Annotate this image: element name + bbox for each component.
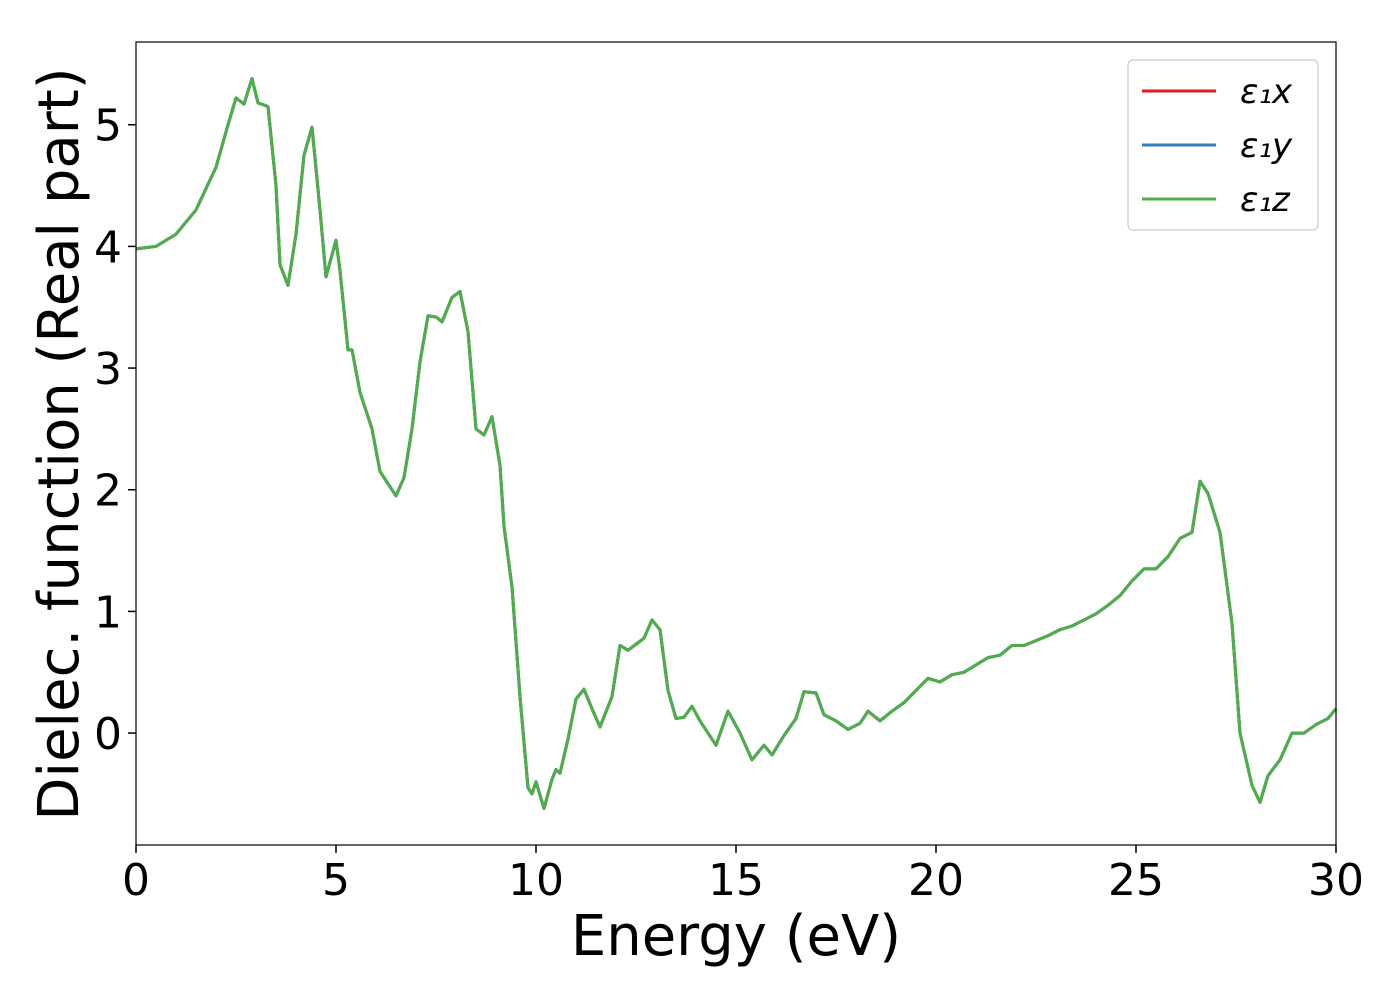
- legend-label: ε₁y: [1240, 126, 1293, 166]
- x-tick-label: 15: [708, 855, 764, 906]
- legend-label: ε₁z: [1240, 180, 1291, 220]
- x-tick-label: 25: [1108, 855, 1164, 906]
- legend-label: ε₁x: [1240, 72, 1293, 112]
- y-tick-label: 1: [94, 587, 122, 638]
- data-line: [135, 77, 1338, 810]
- x-tick-label: 5: [322, 855, 350, 906]
- x-tick-label: 0: [122, 855, 150, 906]
- legend-box: [1127, 59, 1319, 231]
- y-axis-label: Dielec. function (Real part): [27, 67, 92, 820]
- plot-frame: [135, 41, 1337, 846]
- x-tick-label: 20: [908, 855, 964, 906]
- y-tick-label: 0: [94, 709, 122, 760]
- y-tick-label: 2: [94, 466, 122, 517]
- y-tick-label: 5: [94, 101, 122, 152]
- x-axis-label: Energy (eV): [571, 904, 901, 969]
- y-tick-label: 4: [94, 222, 122, 273]
- x-tick-label: 10: [508, 855, 564, 906]
- y-tick-label: 3: [94, 344, 122, 395]
- x-tick-label: 30: [1308, 855, 1364, 906]
